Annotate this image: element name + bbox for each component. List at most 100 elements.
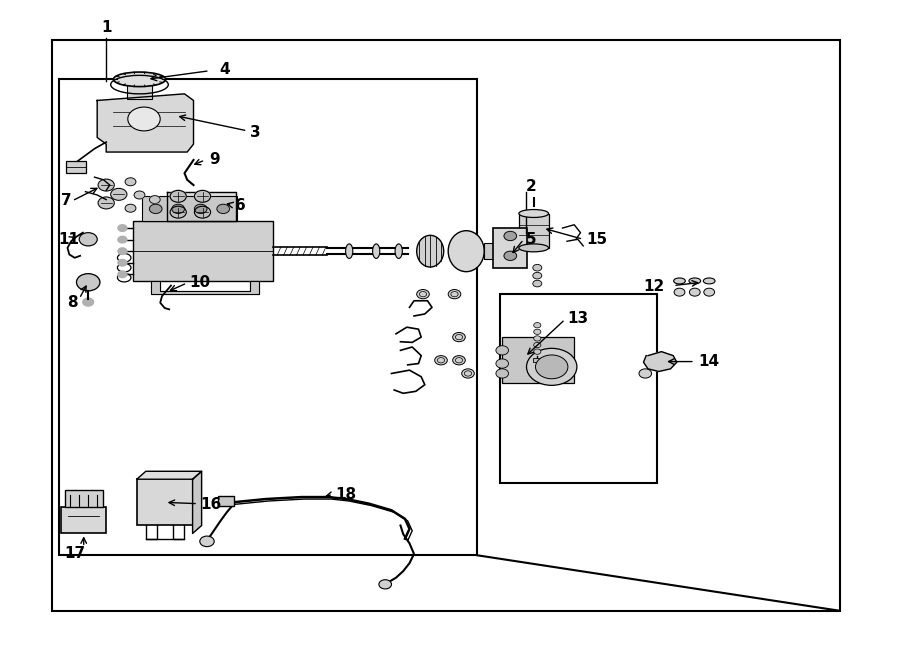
Circle shape — [496, 346, 508, 355]
Bar — [493, 228, 527, 268]
Text: 14: 14 — [698, 354, 719, 369]
Ellipse shape — [113, 72, 166, 87]
Bar — [127, 85, 152, 99]
Text: 8: 8 — [68, 295, 78, 310]
Text: 10: 10 — [189, 276, 210, 290]
Circle shape — [504, 231, 517, 241]
Text: 15: 15 — [587, 233, 608, 247]
Circle shape — [111, 188, 127, 200]
Circle shape — [172, 204, 184, 214]
Text: 1: 1 — [101, 20, 112, 35]
Text: 9: 9 — [209, 153, 220, 167]
Ellipse shape — [518, 210, 548, 217]
Text: 12: 12 — [643, 279, 664, 293]
Circle shape — [504, 251, 517, 260]
Circle shape — [125, 204, 136, 212]
Bar — [66, 161, 86, 173]
Circle shape — [118, 248, 127, 254]
Ellipse shape — [417, 235, 444, 267]
Ellipse shape — [346, 244, 353, 258]
Circle shape — [533, 272, 542, 279]
Circle shape — [674, 288, 685, 296]
Circle shape — [533, 280, 542, 287]
Ellipse shape — [448, 231, 484, 272]
Text: 6: 6 — [235, 198, 246, 213]
Circle shape — [118, 260, 127, 266]
Bar — [58, 79, 477, 555]
Circle shape — [98, 179, 114, 191]
Text: 4: 4 — [220, 62, 230, 77]
Circle shape — [194, 204, 207, 214]
Circle shape — [417, 290, 429, 299]
Ellipse shape — [373, 244, 380, 258]
Polygon shape — [193, 471, 202, 533]
Bar — [142, 196, 237, 221]
Polygon shape — [137, 471, 202, 479]
Bar — [484, 243, 502, 259]
Text: 11: 11 — [58, 233, 79, 247]
Polygon shape — [97, 94, 194, 152]
Circle shape — [536, 355, 568, 379]
Polygon shape — [151, 281, 259, 294]
Circle shape — [194, 190, 211, 202]
Bar — [218, 496, 234, 506]
Circle shape — [217, 204, 230, 214]
Circle shape — [534, 329, 541, 334]
Circle shape — [526, 348, 577, 385]
Circle shape — [496, 369, 508, 378]
Circle shape — [118, 236, 127, 243]
Circle shape — [98, 197, 114, 209]
Polygon shape — [644, 352, 677, 371]
Bar — [137, 479, 193, 525]
Bar — [518, 214, 549, 248]
Circle shape — [125, 178, 136, 186]
Text: 18: 18 — [336, 487, 356, 502]
Text: 17: 17 — [64, 546, 86, 561]
Circle shape — [462, 369, 474, 378]
Circle shape — [534, 336, 541, 341]
Ellipse shape — [689, 278, 701, 284]
Circle shape — [76, 274, 100, 291]
Circle shape — [149, 196, 160, 204]
Circle shape — [118, 225, 127, 231]
Bar — [133, 221, 273, 281]
Text: 5: 5 — [526, 232, 536, 247]
Circle shape — [118, 271, 127, 278]
Bar — [61, 507, 106, 533]
Circle shape — [128, 107, 160, 131]
Circle shape — [170, 190, 186, 202]
Circle shape — [379, 580, 392, 589]
Circle shape — [170, 206, 186, 218]
Text: 13: 13 — [567, 311, 588, 326]
Circle shape — [79, 233, 97, 246]
Text: 3: 3 — [250, 125, 261, 139]
Circle shape — [134, 191, 145, 199]
Text: 7: 7 — [61, 194, 72, 208]
Circle shape — [453, 356, 465, 365]
Text: 16: 16 — [201, 497, 222, 512]
Circle shape — [533, 264, 542, 271]
Ellipse shape — [518, 244, 548, 252]
Ellipse shape — [673, 278, 686, 284]
Bar — [502, 337, 574, 383]
Circle shape — [200, 536, 214, 547]
Circle shape — [639, 369, 652, 378]
Ellipse shape — [395, 244, 402, 258]
Circle shape — [194, 206, 211, 218]
Bar — [52, 40, 840, 611]
Ellipse shape — [704, 278, 716, 284]
Circle shape — [534, 323, 541, 328]
Circle shape — [83, 298, 94, 306]
Circle shape — [448, 290, 461, 299]
Circle shape — [704, 288, 715, 296]
Circle shape — [496, 359, 508, 368]
Circle shape — [453, 332, 465, 342]
Circle shape — [435, 356, 447, 365]
Circle shape — [689, 288, 700, 296]
Circle shape — [534, 349, 541, 354]
Text: 2: 2 — [526, 179, 536, 194]
Circle shape — [149, 204, 162, 214]
Bar — [533, 358, 542, 362]
Bar — [500, 294, 657, 483]
Polygon shape — [166, 192, 236, 221]
